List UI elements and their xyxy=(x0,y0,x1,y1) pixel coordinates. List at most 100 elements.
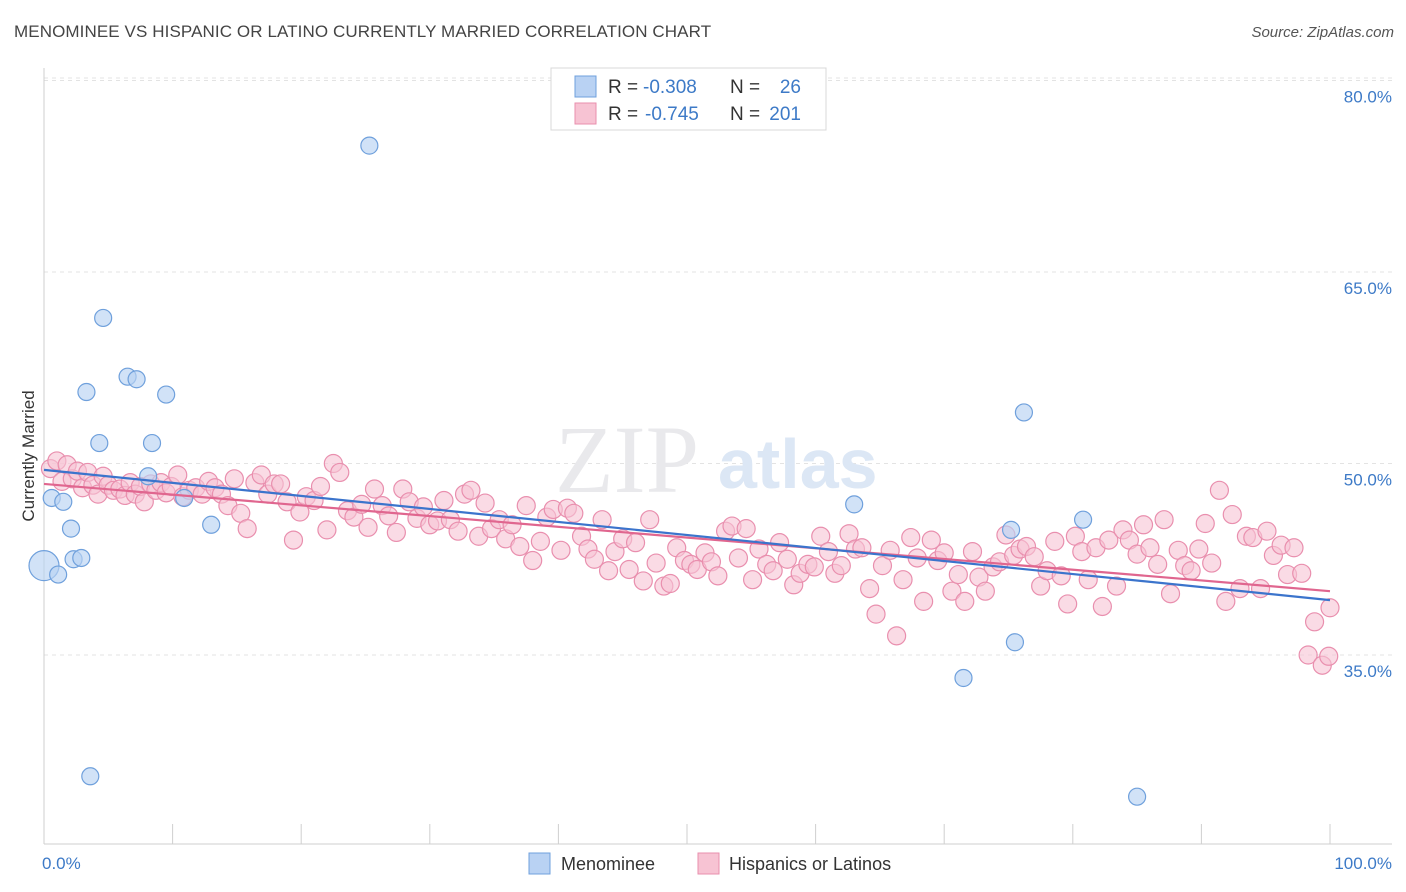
watermark-zip: ZIP xyxy=(555,406,699,513)
menominee-point-18 xyxy=(360,136,379,155)
menominee-point-25 xyxy=(1127,787,1147,806)
y-tick-label-3: 80.0% xyxy=(1344,88,1392,107)
hispanic-point-162 xyxy=(1106,576,1127,596)
hispanic-point-88 xyxy=(598,561,619,581)
legend-swatch-hispanic xyxy=(574,102,597,125)
hispanic-point-167 xyxy=(1140,538,1160,558)
y-tick-label-2: 65.0% xyxy=(1344,279,1392,298)
hispanic-point-188 xyxy=(1284,538,1304,558)
y-tick-labels: 35.0% 50.0% 65.0% 80.0% xyxy=(1344,88,1392,682)
menominee-point-24 xyxy=(1073,510,1093,529)
series-label-menominee: Menominee xyxy=(561,854,655,874)
watermark: ZIP atlas xyxy=(555,406,878,513)
legend-n-value-1: 26 xyxy=(780,77,801,98)
hispanic-point-41 xyxy=(277,492,297,512)
hispanic-point-120 xyxy=(818,541,839,562)
watermark-atlas: atlas xyxy=(718,425,878,503)
axes xyxy=(43,68,1392,845)
hispanic-point-68 xyxy=(461,480,481,500)
hispanic-point-47 xyxy=(317,520,337,540)
source-label: Source: ZipAtlas.com xyxy=(1251,24,1394,41)
hispanic-point-174 xyxy=(1189,539,1209,559)
hispanic-point-183 xyxy=(1250,579,1271,599)
hispanic-point-91 xyxy=(619,559,639,580)
x-tick-label-0: 0.0% xyxy=(42,854,81,873)
hispanic-point-112 xyxy=(763,561,783,581)
hispanic-point-177 xyxy=(1209,480,1230,500)
hispanic-point-42 xyxy=(283,530,304,550)
menominee-point-2 xyxy=(49,565,68,584)
hispanic-point-70 xyxy=(475,493,495,513)
hispanic-point-161 xyxy=(1099,530,1119,550)
hispanic-point-141 xyxy=(962,541,983,562)
hispanic-point-189 xyxy=(1292,563,1312,583)
hispanic-point-92 xyxy=(625,533,646,553)
menominee-point-23 xyxy=(1014,403,1034,422)
hispanic-point-166 xyxy=(1133,515,1154,535)
hispanic-point-178 xyxy=(1216,591,1236,611)
hispanic-point-53 xyxy=(358,517,378,537)
hispanic-point-127 xyxy=(866,604,886,624)
hispanic-point-93 xyxy=(633,571,653,591)
hispanic-point-126 xyxy=(860,579,880,599)
hispanic-point-158 xyxy=(1078,570,1098,590)
menominee-points xyxy=(28,136,1147,806)
menominee-point-15 xyxy=(157,385,176,404)
series-label-hispanic: Hispanics or Latinos xyxy=(729,854,891,874)
hispanic-point-135 xyxy=(921,530,941,550)
hispanic-point-94 xyxy=(640,510,660,530)
legend-n-label-1: N = xyxy=(730,77,760,98)
hispanic-point-170 xyxy=(1160,584,1181,604)
hispanic-point-132 xyxy=(901,527,921,548)
hispanic-point-143 xyxy=(975,581,995,601)
hispanic-point-56 xyxy=(379,506,399,526)
hispanic-point-179 xyxy=(1222,504,1242,525)
menominee-point-19 xyxy=(845,495,864,514)
menominee-point-6 xyxy=(72,548,91,568)
hispanic-point-173 xyxy=(1181,561,1201,581)
trend-lines xyxy=(43,468,1331,602)
hispanic-point-109 xyxy=(742,570,763,590)
y-axis-label-group: Currently Married xyxy=(19,390,38,521)
x-tick-label-1: 100.0% xyxy=(1334,854,1392,873)
hispanic-point-81 xyxy=(551,540,571,560)
hispanic-point-169 xyxy=(1154,510,1174,530)
legend-r-value-2: -0.745 xyxy=(645,104,699,125)
menominee-point-3 xyxy=(54,492,73,511)
hispanic-point-40 xyxy=(271,474,291,494)
legend-swatch-menominee xyxy=(574,75,597,98)
hispanic-point-130 xyxy=(887,626,907,646)
hispanic-point-175 xyxy=(1195,513,1215,534)
hispanic-point-194 xyxy=(1320,598,1340,618)
hispanic-point-78 xyxy=(530,531,550,551)
hispanic-point-122 xyxy=(831,556,851,576)
hispanic-point-86 xyxy=(584,549,605,569)
menominee-point-9 xyxy=(90,433,109,453)
hispanic-point-64 xyxy=(434,490,454,511)
legend-r-value-1: -0.308 xyxy=(643,77,697,98)
hispanic-point-138 xyxy=(942,581,962,601)
hispanic-point-153 xyxy=(1045,531,1065,551)
hispanic-point-134 xyxy=(914,591,934,611)
hispanic-point-190 xyxy=(1298,645,1318,665)
y-tick-label-1: 50.0% xyxy=(1344,471,1392,490)
stats-legend-box xyxy=(550,67,827,131)
hispanic-point-52 xyxy=(352,494,372,514)
x-tick-labels: 0.0% 100.0% xyxy=(42,854,1392,873)
hispanic-trend-line xyxy=(43,482,1331,593)
hispanic-point-104 xyxy=(708,566,728,586)
hispanic-point-57 xyxy=(386,522,406,543)
hispanic-point-184 xyxy=(1257,521,1277,541)
hispanic-point-97 xyxy=(660,573,680,594)
legend-n-value-2: 201 xyxy=(769,104,801,125)
series-swatch-hispanic xyxy=(697,852,720,875)
hispanic-point-83 xyxy=(564,503,584,523)
legend-r-label-1: R = xyxy=(608,77,638,98)
legend-r-label-2: R = xyxy=(608,104,638,125)
hispanic-point-160 xyxy=(1092,596,1112,617)
series-legend: Menominee Hispanics or Latinos xyxy=(528,852,891,875)
menominee-point-16 xyxy=(175,488,194,508)
menominee-point-20 xyxy=(954,668,973,688)
hispanic-point-35 xyxy=(237,519,257,539)
hispanic-point-77 xyxy=(523,550,543,571)
